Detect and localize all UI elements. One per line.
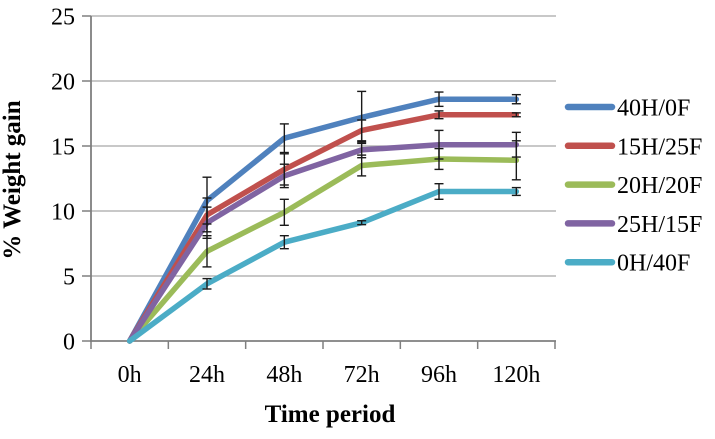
legend-label-15H/25F: 15H/25F: [617, 134, 702, 160]
error-bar-20H/20F-48h: [279, 198, 289, 227]
series-line-25H/15F: [126, 141, 520, 344]
y-tick-label-10: 10: [51, 200, 75, 226]
error-bar-0H/40F-48h: [279, 234, 289, 250]
series-line-0H/40F: [126, 188, 520, 344]
error-bar-40H/0F-120h: [511, 93, 521, 105]
y-tick-label-5: 5: [63, 265, 75, 291]
x-tick-label-0h: 0h: [118, 362, 142, 388]
legend-item-40H/0F: 40H/0F: [564, 96, 690, 122]
series-lines: [126, 96, 520, 344]
error-bar-40H/0F-48h: [279, 123, 289, 154]
legend-label-25H/15F: 25H/15F: [617, 212, 702, 238]
x-tick-label-72h: 72h: [344, 362, 380, 388]
error-bar-25H/15F-24h: [202, 206, 212, 240]
x-tick-label-48h: 48h: [266, 362, 302, 388]
x-tick-label-120h: 120h: [492, 362, 540, 388]
y-tick-label-0: 0: [63, 330, 75, 356]
error-bar-0H/40F-24h: [202, 277, 212, 290]
legend: 40H/0F 15H/25F 20H/20F 25H/15F 0H/40F: [564, 96, 702, 277]
error-bar-25H/15F-96h: [434, 129, 444, 160]
error-bar-15H/25F-72h: [357, 119, 367, 142]
error-bar-0H/40F-72h: [357, 220, 367, 226]
error-bars: [202, 90, 521, 290]
y-axis-title: % Weight gain: [0, 100, 26, 259]
series-line-20H/20F: [126, 156, 520, 344]
error-bar-15H/25F-120h: [511, 112, 521, 118]
gridlines: [91, 15, 556, 277]
y-tick-label-15: 15: [51, 135, 75, 161]
legend-item-15H/25F: 15H/25F: [564, 134, 702, 160]
axes: [82, 15, 556, 349]
y-tick-label-25: 25: [51, 5, 75, 31]
legend-item-25H/15F: 25H/15F: [564, 212, 702, 238]
error-bar-15H/25F-96h: [434, 110, 444, 120]
y-tick-label-20: 20: [51, 70, 75, 96]
series-line-15H/25F: [126, 112, 520, 344]
error-bar-25H/15F-120h: [511, 131, 521, 158]
x-axis-title: Time period: [265, 401, 396, 428]
legend-item-20H/20F: 20H/20F: [564, 173, 702, 199]
x-tick-label-24h: 24h: [189, 362, 225, 388]
legend-label-0H/40F: 0H/40F: [617, 251, 690, 277]
x-tick-label-96h: 96h: [421, 362, 457, 388]
error-bar-0H/40F-96h: [434, 182, 444, 201]
legend-label-40H/0F: 40H/0F: [617, 96, 690, 122]
series-line-40H/0F: [126, 96, 520, 344]
error-bar-25H/15F-72h: [357, 141, 367, 159]
error-bar-25H/15F-48h: [279, 163, 289, 189]
error-bar-0H/40F-120h: [511, 186, 521, 197]
legend-label-20H/20F: 20H/20F: [617, 173, 702, 199]
error-bar-40H/0F-96h: [434, 91, 444, 108]
tick-labels: 0 5 10 15 20 25 0h 24h 48h 72h 96h 120h: [51, 5, 540, 389]
legend-item-0H/40F: 0H/40F: [564, 251, 690, 277]
